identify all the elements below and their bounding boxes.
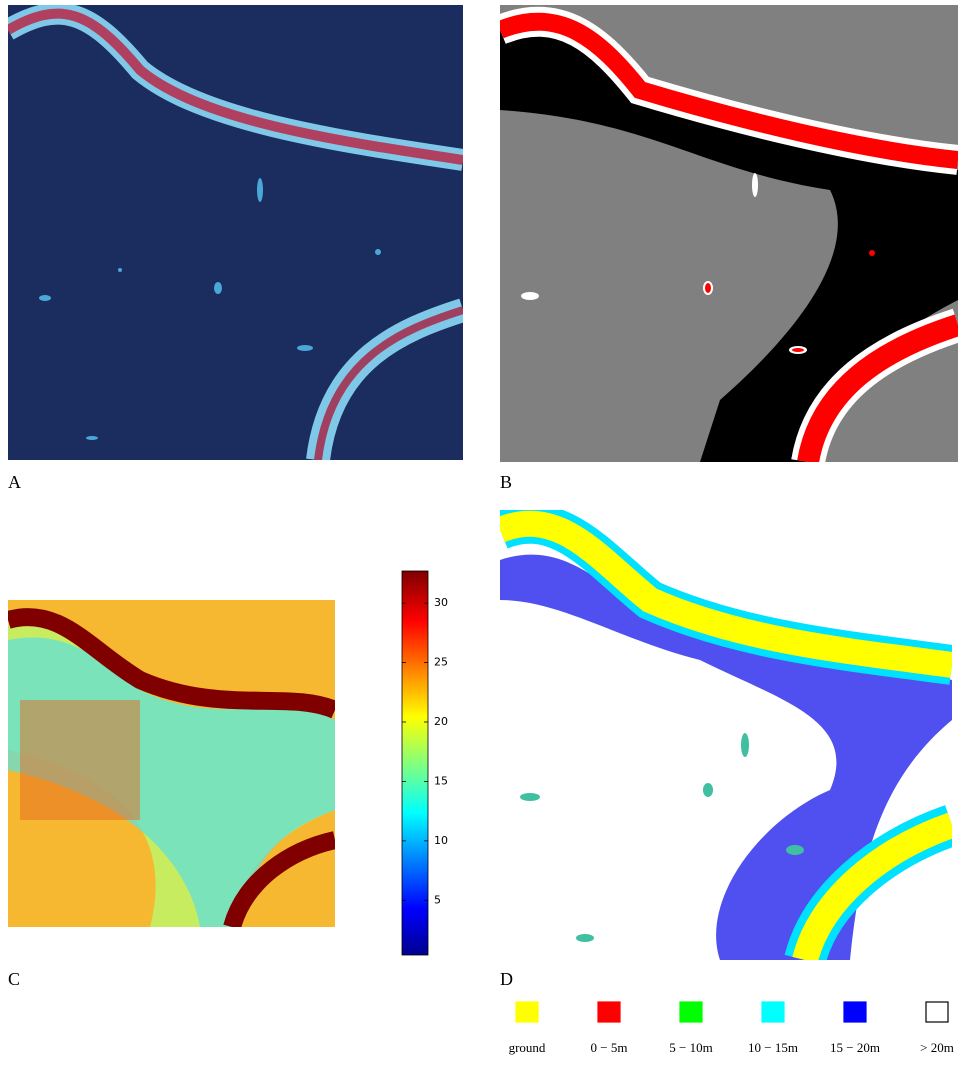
panel-label: B <box>500 472 512 492</box>
colorbar-tick-label: 30 <box>434 596 448 609</box>
legend-label: ground <box>509 1040 546 1055</box>
legend-swatch <box>598 1002 620 1022</box>
figure: A B C D 5 10 15 20 25 30 ground 0 − 5m 5 − 10m 10 − 1… <box>0 0 961 1060</box>
legend-swatch <box>926 1002 948 1022</box>
legend-label: 5 − 10m <box>669 1040 712 1055</box>
panel-label: C <box>8 969 20 989</box>
legend-label: 10 − 15m <box>748 1040 798 1055</box>
legend-label: 0 − 5m <box>591 1040 628 1055</box>
colorbar-tick-label: 10 <box>434 834 448 847</box>
image-c <box>8 600 335 927</box>
colorbar-tick-label: 15 <box>434 774 448 787</box>
legend-swatch <box>844 1002 866 1022</box>
panel-label: D <box>500 969 513 989</box>
legend-swatch <box>762 1002 784 1022</box>
image-b <box>500 5 958 462</box>
colorbar-tick-label: 20 <box>434 715 448 728</box>
legend-swatch <box>516 1002 538 1022</box>
colorbar <box>402 571 428 955</box>
colorbar-tick-label: 5 <box>434 893 441 906</box>
colorbar-tick-label: 25 <box>434 656 448 669</box>
panel-label: A <box>8 472 21 492</box>
legend-label: 15 − 20m <box>830 1040 880 1055</box>
image-a <box>8 5 463 460</box>
legend-label: > 20m <box>920 1040 954 1055</box>
legend-swatch <box>680 1002 702 1022</box>
image-d <box>500 510 952 960</box>
